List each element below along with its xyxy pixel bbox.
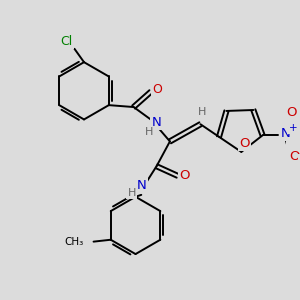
Text: N: N	[136, 179, 146, 192]
Text: O: O	[179, 169, 190, 182]
Text: N: N	[280, 127, 290, 140]
Text: N: N	[152, 116, 161, 129]
Text: H: H	[145, 127, 153, 137]
Text: O: O	[153, 83, 162, 96]
Text: O: O	[239, 137, 250, 150]
Text: CH₃: CH₃	[65, 237, 84, 247]
Text: O: O	[289, 150, 299, 163]
Text: O: O	[286, 106, 296, 119]
Text: Cl: Cl	[61, 35, 73, 48]
Text: +: +	[289, 123, 297, 133]
Text: H: H	[128, 188, 136, 198]
Text: H: H	[198, 107, 207, 117]
